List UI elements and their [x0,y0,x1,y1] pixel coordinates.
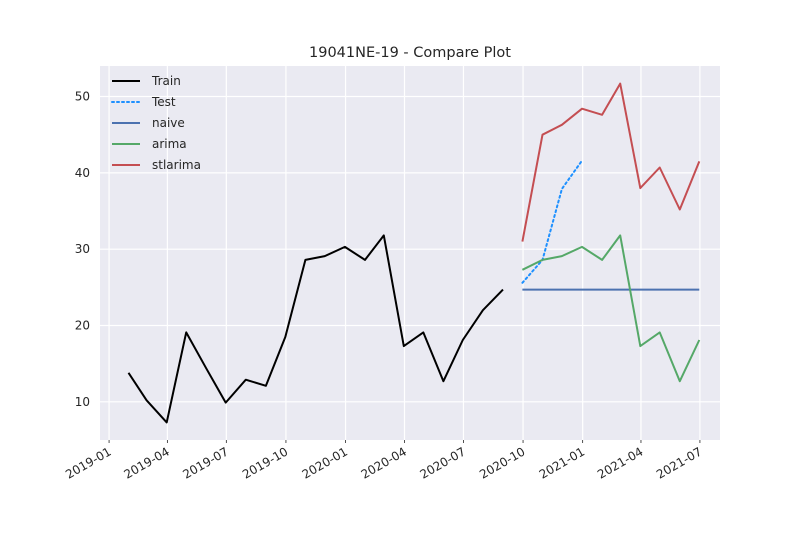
legend-label: naive [152,116,185,130]
chart-title: 19041NE-19 - Compare Plot [309,45,511,61]
legend-label: Train [151,74,181,88]
series-line-arima [521,234,701,383]
y-tick-label: 20 [75,319,90,333]
series-layer [127,82,701,424]
legend-label: arima [152,137,187,151]
y-tick-label: 40 [75,166,90,180]
y-tick-label: 50 [75,90,90,104]
y-tick-label: 30 [75,242,90,256]
series-line-stlarima [521,82,701,242]
grid-layer [100,66,720,440]
legend-label: Test [151,95,176,109]
legend: Train Test naive arima stlarima [111,74,201,172]
y-tick-label: 10 [75,395,90,409]
legend-label: stlarima [152,158,201,172]
series-line-test [521,159,583,284]
plot-background [100,66,720,440]
series-line-train [127,234,504,424]
